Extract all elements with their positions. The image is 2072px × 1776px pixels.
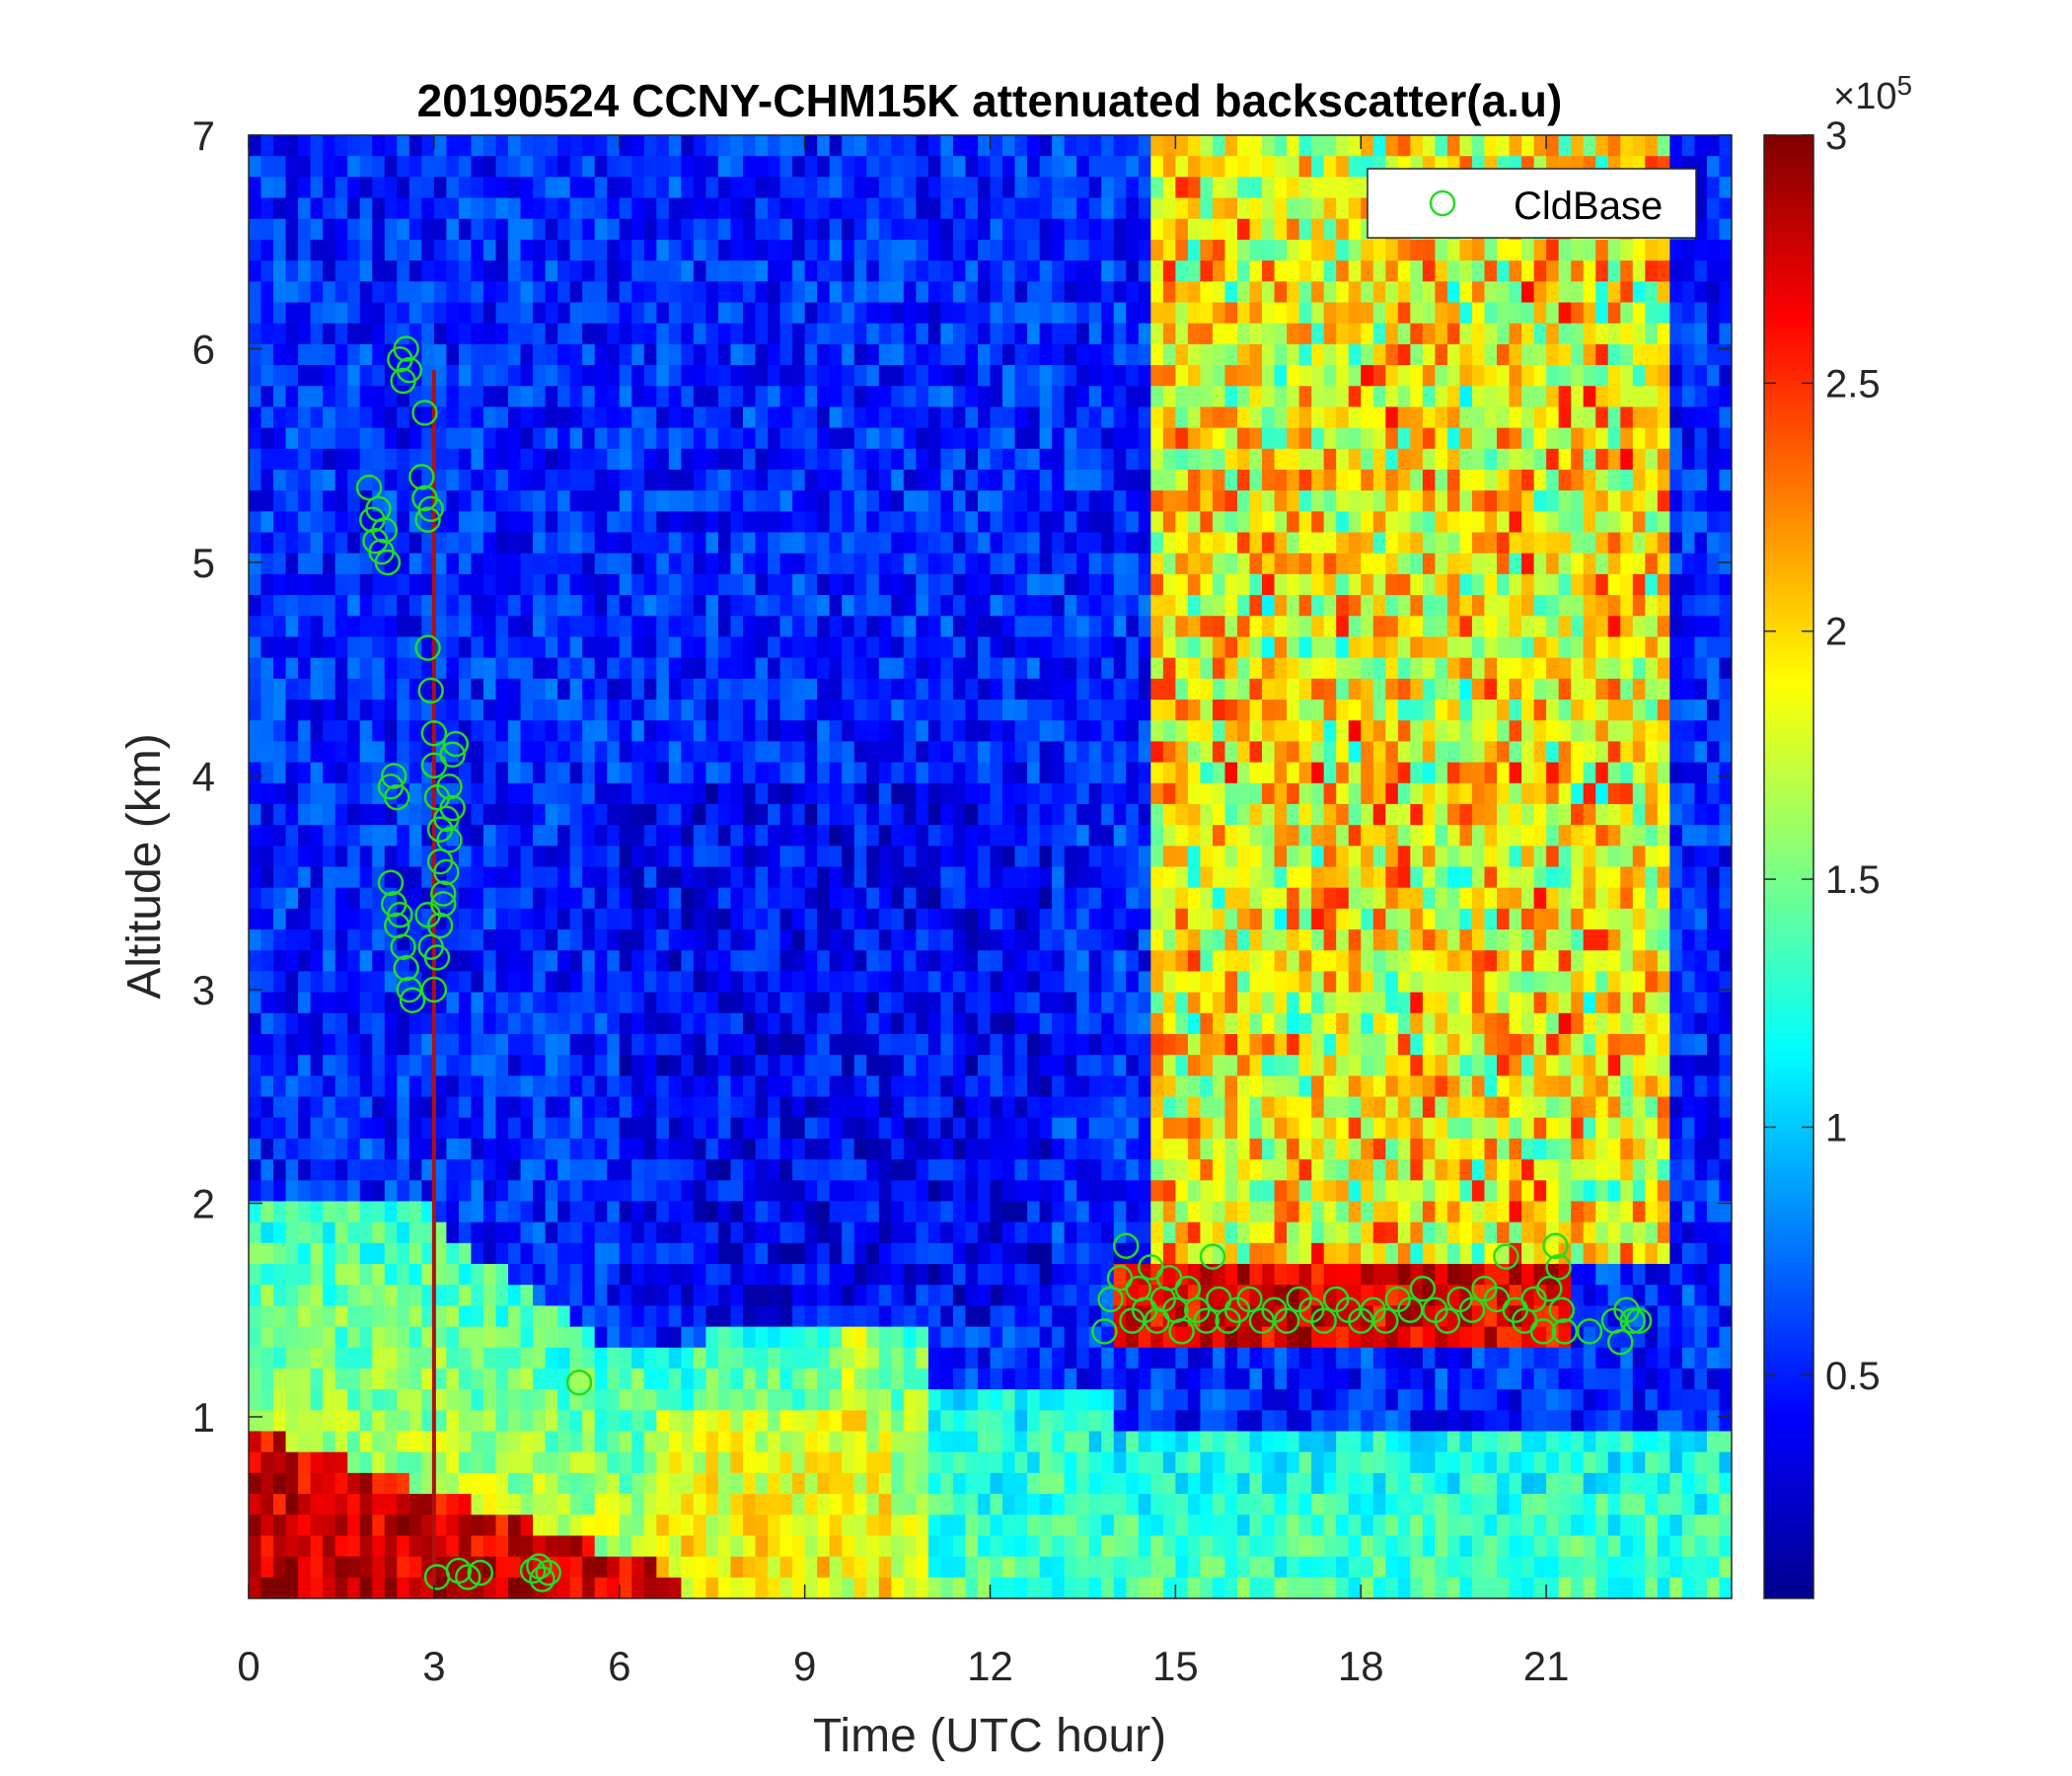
cldbase-marker [519, 1557, 547, 1585]
cldbase-marker [1536, 1275, 1563, 1302]
cldbase-marker [1193, 1307, 1220, 1334]
cldbase-marker [374, 549, 402, 576]
cldbase-marker [1625, 1307, 1653, 1334]
colorbar-multiplier: ×10 [1833, 76, 1896, 117]
x-tick-label: 3 [422, 1643, 445, 1689]
cldbase-marker [1174, 1275, 1202, 1302]
plot-area [248, 134, 1733, 1599]
cldbase-marker [417, 933, 444, 960]
y-tick-label: 2 [192, 1180, 215, 1226]
chart-title: 20190524 CCNY-CHM15K attenuated backscat… [417, 75, 1563, 126]
legend-label-cldbase: CldBase [1514, 185, 1663, 228]
cldbase-marker [380, 763, 407, 789]
cldbase-marker [1409, 1275, 1437, 1302]
cldbase-marker [430, 880, 457, 907]
cldbase-marker [535, 1559, 561, 1587]
cldbase-marker [1458, 1296, 1486, 1323]
cldbase-marker [384, 783, 410, 811]
cldbase-marker [1545, 1254, 1572, 1281]
cldbase-marker [1199, 1243, 1226, 1270]
colorbar-tick-label: 0.5 [1825, 1355, 1881, 1398]
x-tick-label: 15 [1152, 1643, 1199, 1689]
x-tick-label: 6 [608, 1643, 630, 1689]
colorbar-tick-label: 2 [1825, 611, 1847, 654]
cldbase-marker [420, 976, 448, 1003]
colorbar-exponent-power: 5 [1896, 70, 1912, 101]
colorbar-tick-label: 3 [1825, 114, 1847, 158]
y-tick-label: 1 [192, 1394, 215, 1441]
colorbar-tick-label: 2.5 [1825, 362, 1881, 406]
y-tick-label: 7 [192, 112, 215, 159]
x-tick-label: 9 [793, 1643, 816, 1689]
colorbar-ticks: 0.5 1 1.5 2 2.5 3 [1764, 114, 1881, 1398]
cldbase-marker [1607, 1328, 1634, 1356]
x-tick-label: 12 [967, 1643, 1013, 1689]
cldbase-marker [1434, 1307, 1461, 1334]
colorbar-tick-label: 1.5 [1825, 858, 1881, 902]
cldbase-marker [1236, 1286, 1263, 1313]
cldbase-marker [439, 794, 466, 822]
cldbase-marker [417, 495, 444, 523]
cldbase-marker [467, 1559, 494, 1587]
cldbase-marker [1529, 1318, 1557, 1345]
x-tick-label: 0 [237, 1643, 259, 1689]
cldbase-marker [371, 517, 399, 544]
y-axis-label: Altitude (km) [118, 733, 171, 999]
cldbase-marker [433, 858, 460, 886]
cldbase-marker [1493, 1243, 1519, 1270]
cldbase-marker [420, 719, 448, 747]
backscatter-heatmap [249, 135, 1732, 1598]
y-axis-ticks: 1 2 3 4 5 6 7 [192, 112, 1732, 1441]
cldbase-marker [390, 933, 416, 960]
cldbase-marker [1113, 1232, 1140, 1260]
cldbase-marker [565, 1369, 593, 1396]
legend-marker-cldbase [1429, 189, 1456, 217]
cldbase-marker [393, 955, 419, 982]
cldbase-marker [1548, 1296, 1576, 1323]
cldbase-marker [396, 356, 423, 384]
cldbase-marker [1619, 1307, 1647, 1334]
colorbar-tick-label: 1 [1825, 1106, 1847, 1149]
colorbar-gradient [1763, 134, 1814, 1599]
cldbase-marker [442, 730, 470, 758]
legend-box [1367, 168, 1697, 239]
cldbase-marker [1091, 1318, 1118, 1345]
legend: CldBase [1367, 168, 1697, 239]
x-axis-label: Time (UTC hour) [813, 1710, 1166, 1762]
cldbase-marker [1576, 1318, 1603, 1345]
cldbase-marker [414, 506, 441, 533]
x-tick-label: 21 [1523, 1643, 1570, 1689]
y-tick-label: 4 [192, 753, 215, 799]
cldbase-marker [377, 869, 405, 896]
cldbase-marker [436, 774, 463, 800]
cldbase-marker [1168, 1318, 1195, 1345]
cldbase-marker [529, 1566, 555, 1592]
cldbase-marker [414, 634, 441, 661]
y-tick-label: 3 [192, 967, 215, 1013]
cldbase-marker [408, 464, 435, 490]
cldbase-marker [455, 1564, 481, 1591]
cldbase-marker [393, 335, 419, 362]
cldbase-marker [439, 741, 466, 769]
cldbase-marker [1097, 1286, 1124, 1313]
x-axis-ticks: 0 3 6 9 12 15 18 21 [237, 135, 1569, 1689]
cldbase-marker [411, 400, 438, 426]
cldbase-marker [417, 677, 444, 704]
colorbar: 0.5 1 1.5 2 2.5 3 ×105 [1763, 70, 1912, 1599]
y-tick-label: 6 [192, 326, 215, 372]
colorbar-exponent: ×105 [1833, 70, 1912, 117]
cldbase-series [355, 335, 1653, 1592]
cldbase-marker [1310, 1307, 1337, 1334]
cldbase-marker [387, 901, 413, 928]
cldbase-marker [430, 891, 457, 918]
cldbase-marker [1273, 1307, 1300, 1334]
cldbase-marker [399, 987, 426, 1014]
cldbase-marker [436, 827, 463, 853]
cldbase-marker [355, 474, 383, 501]
y-tick-label: 5 [192, 540, 215, 586]
x-tick-label: 18 [1338, 1643, 1384, 1689]
cldbase-marker [1372, 1307, 1399, 1334]
cldbase-marker [1542, 1232, 1569, 1260]
